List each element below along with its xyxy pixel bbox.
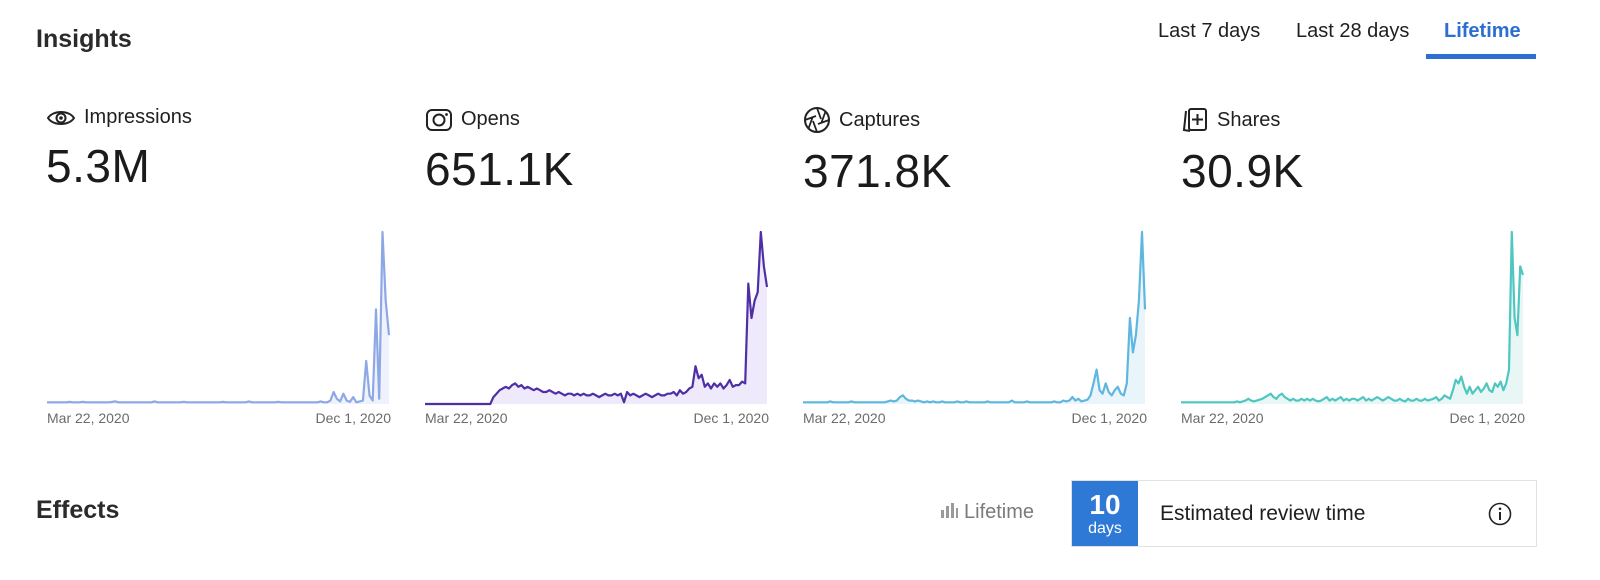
review-days-number: 10 — [1089, 488, 1121, 520]
lifetime-filter[interactable]: Lifetime — [940, 501, 1034, 524]
lifetime-filter-label: Lifetime — [964, 501, 1035, 523]
x-axis-start-label: Mar 22, 2020 — [425, 410, 508, 426]
captures-chart: Mar 22, 2020 Dec 1, 2020 — [803, 230, 1148, 426]
impressions-chart: Mar 22, 2020 Dec 1, 2020 — [47, 230, 392, 426]
x-axis-end-label: Dec 1, 2020 — [1072, 410, 1148, 426]
metric-label: Captures — [839, 108, 921, 131]
metric-value: 651.1K — [425, 143, 574, 195]
tab-last-7-days[interactable]: Last 7 days — [1158, 20, 1261, 42]
review-time-card: 10 days Estimated review time — [1071, 480, 1537, 547]
opens-chart: Mar 22, 2020 Dec 1, 2020 — [425, 230, 770, 426]
insights-title: Insights — [36, 25, 132, 53]
review-time-label: Estimated review time — [1160, 501, 1366, 525]
x-axis-start-label: Mar 22, 2020 — [1181, 410, 1264, 426]
series-line — [803, 230, 1147, 404]
series-area — [47, 232, 389, 404]
metric-impressions: Impressions 5.3M — [46, 106, 396, 193]
x-axis-start-label: Mar 22, 2020 — [47, 410, 130, 426]
metric-value: 371.8K — [803, 145, 952, 197]
x-axis-end-label: Dec 1, 2020 — [316, 410, 392, 426]
metric-label: Opens — [461, 107, 520, 130]
tab-lifetime-underline — [1426, 54, 1536, 59]
share-add-icon — [1181, 106, 1209, 134]
metric-shares: Shares 30.9K — [1181, 106, 1531, 198]
x-axis-start-label: Mar 22, 2020 — [803, 410, 886, 426]
metric-label: Shares — [1217, 108, 1281, 131]
metric-opens: Opens 651.1K — [425, 106, 775, 196]
bar-chart-icon — [940, 501, 958, 524]
effects-title: Effects — [36, 496, 120, 524]
series-line — [47, 230, 391, 404]
tab-lifetime[interactable]: Lifetime — [1444, 20, 1521, 42]
metric-label: Impressions — [84, 106, 192, 128]
metric-value: 30.9K — [1181, 145, 1304, 197]
info-icon[interactable] — [1488, 481, 1536, 546]
series-line — [425, 230, 769, 406]
series-line — [1181, 230, 1525, 404]
x-axis-end-label: Dec 1, 2020 — [694, 410, 770, 426]
x-axis-end-label: Dec 1, 2020 — [1450, 410, 1526, 426]
metric-captures: Captures 371.8K — [803, 106, 1153, 198]
review-days-badge: 10 days — [1072, 481, 1138, 546]
camera-icon — [425, 106, 453, 132]
review-days-unit: days — [1088, 519, 1122, 537]
metric-value: 5.3M — [46, 140, 151, 192]
shutter-icon — [803, 106, 831, 134]
series-area — [425, 232, 767, 404]
series-area — [1181, 232, 1523, 404]
eye-icon — [46, 107, 76, 129]
shares-chart: Mar 22, 2020 Dec 1, 2020 — [1181, 230, 1526, 426]
tab-last-28-days[interactable]: Last 28 days — [1296, 20, 1410, 42]
